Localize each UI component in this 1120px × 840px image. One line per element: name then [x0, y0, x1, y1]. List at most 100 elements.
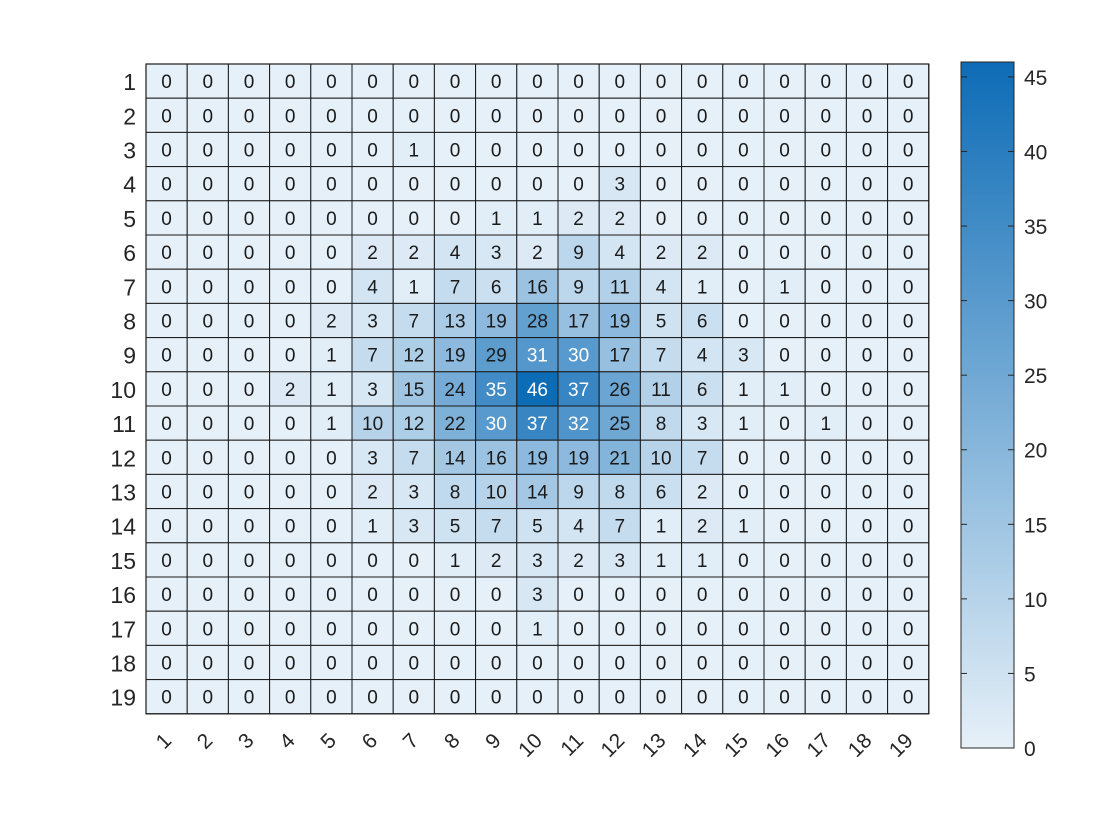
heatmap-cell-r2-c1	[145, 97, 188, 133]
cell-value-label-r12-c3: 0	[244, 448, 255, 469]
y-tick-label-11: 11	[112, 411, 136, 437]
cell-value-label-r4-c14: 0	[697, 175, 708, 196]
cell-value-label-r16-c18: 0	[862, 585, 873, 606]
cell-value-label-r14-c16: 0	[779, 517, 790, 538]
heatmap-cell-r14-c4	[269, 508, 312, 544]
cell-value-label-r16-c2: 0	[203, 585, 214, 606]
cell-value-label-r5-c14: 0	[697, 209, 708, 230]
heatmap-cell-r7-c12	[598, 268, 641, 304]
cell-value-label-r6-c2: 0	[203, 243, 214, 264]
cell-value-label-r11-c16: 0	[779, 414, 790, 435]
cell-value-label-r15-c4: 0	[285, 551, 296, 572]
cell-value-label-r3-c6: 0	[367, 141, 378, 162]
x-tick-label-13: 13	[638, 729, 671, 762]
heatmap-cell-r8-c15	[722, 302, 765, 339]
cell-value-label-r8-c4: 0	[285, 312, 296, 333]
heatmap-cell-r15-c19	[887, 542, 930, 578]
colorbar-ticks: 0 5 10 15 20 25 30 35 40 45	[961, 67, 1047, 761]
cell-value-label-r18-c13: 0	[656, 654, 667, 675]
heatmap-cell-r13-c7	[392, 473, 435, 510]
heatmap-cell-r10-c10	[516, 371, 559, 407]
heatmap-cell-r9-c5	[310, 337, 353, 373]
cell-value-label-r6-c6: 2	[367, 243, 378, 264]
heatmap-cell-r3-c17	[804, 131, 847, 168]
heatmap-cell-r8-c6	[351, 302, 394, 339]
cell-value-label-r16-c13: 0	[656, 585, 667, 606]
heatmap-cell-r19-c19	[887, 679, 930, 715]
cell-value-label-r2-c15: 0	[738, 106, 749, 127]
cell-value-label-r3-c15: 0	[738, 141, 749, 162]
heatmap-cell-r10-c5	[310, 371, 353, 407]
heatmap-cell-r17-c10	[516, 610, 559, 646]
cell-value-label-r11-c8: 22	[444, 414, 465, 435]
colorbar-tick-label-20: 20	[1024, 440, 1047, 463]
cell-value-label-r7-c19: 0	[903, 277, 914, 298]
heatmap-cell-r5-c13	[639, 200, 683, 236]
cell-value-label-r1-c3: 0	[244, 72, 255, 93]
cell-value-label-r4-c17: 0	[821, 175, 832, 196]
cell-value-label-r3-c18: 0	[862, 141, 873, 162]
heatmap-cell-r11-c6	[351, 405, 394, 441]
cell-value-label-r14-c17: 0	[821, 517, 832, 538]
heatmap-cell-r2-c10	[516, 97, 559, 133]
cell-value-label-r14-c8: 5	[450, 517, 461, 538]
cell-value-label-r12-c4: 0	[285, 448, 296, 469]
cell-value-label-r12-c9: 16	[486, 448, 507, 469]
heatmap-cell-r18-c11	[557, 644, 600, 681]
cell-value-label-r5-c3: 0	[244, 209, 255, 230]
cell-value-label-r10-c8: 24	[444, 380, 466, 401]
cell-value-label-r13-c10: 14	[527, 483, 549, 504]
heatmap-cell-r17-c19	[887, 610, 930, 646]
cell-value-label-r6-c15: 0	[738, 243, 749, 264]
cell-value-label-r9-c1: 0	[161, 346, 172, 367]
cell-value-label-r13-c12: 8	[615, 483, 626, 504]
cell-value-label-r4-c6: 0	[367, 175, 378, 196]
heatmap-cell-r3-c7	[392, 131, 435, 168]
cell-value-label-r13-c3: 0	[244, 483, 255, 504]
cell-value-label-r10-c4: 2	[285, 380, 296, 401]
cell-value-label-r18-c9: 0	[491, 654, 502, 675]
cell-value-label-r2-c17: 0	[821, 106, 832, 127]
cell-value-label-r11-c3: 0	[244, 414, 255, 435]
cell-value-label-r8-c3: 0	[244, 312, 255, 333]
cell-value-label-r19-c5: 0	[326, 688, 337, 709]
cell-value-label-r6-c8: 4	[450, 243, 461, 264]
heatmap-cell-r12-c8	[433, 439, 477, 475]
cell-value-label-r6-c11: 9	[573, 243, 584, 264]
cell-value-label-r10-c3: 0	[244, 380, 255, 401]
x-tick-label-2: 2	[193, 729, 218, 754]
cell-value-label-r4-c8: 0	[450, 175, 461, 196]
cell-value-label-r16-c12: 0	[615, 585, 626, 606]
heatmap-cell-r4-c11	[557, 166, 600, 202]
heatmap-cell-r12-c17	[804, 439, 847, 475]
cell-value-label-r15-c11: 2	[573, 551, 584, 572]
cell-value-label-r8-c12: 19	[609, 312, 630, 333]
heatmap-cell-r6-c12	[598, 234, 641, 270]
heatmap-cell-r12-c1	[145, 439, 188, 475]
heatmap-cell-r19-c10	[516, 679, 559, 715]
cell-value-label-r13-c17: 0	[821, 483, 832, 504]
heatmap-cell-r2-c4	[269, 97, 312, 133]
cell-value-label-r10-c1: 0	[161, 380, 172, 401]
heatmap-cell-r8-c18	[845, 302, 889, 339]
heatmap-cell-r17-c8	[433, 610, 477, 646]
cell-value-label-r7-c2: 0	[203, 277, 214, 298]
heatmap-cell-r7-c5	[310, 268, 353, 304]
heatmap-cell-r1-c19	[887, 63, 930, 99]
heatmap-cell-r18-c6	[351, 644, 394, 681]
cell-value-label-r8-c5: 2	[326, 312, 337, 333]
cell-value-label-r3-c17: 0	[821, 141, 832, 162]
cell-value-label-r4-c16: 0	[779, 175, 790, 196]
heatmap-cell-r12-c9	[475, 439, 518, 475]
cell-value-label-r16-c6: 0	[367, 585, 378, 606]
cell-value-label-r5-c7: 0	[409, 209, 420, 230]
cell-value-label-r12-c13: 10	[650, 448, 671, 469]
cell-value-label-r10-c10: 46	[527, 380, 548, 401]
cell-value-label-r16-c15: 0	[738, 585, 749, 606]
y-tick-label-9: 9	[123, 343, 136, 369]
cell-value-label-r2-c10: 0	[532, 106, 543, 127]
heatmap-cell-r16-c3	[227, 576, 271, 612]
cell-value-label-r13-c15: 0	[738, 483, 749, 504]
cell-value-label-r15-c2: 0	[203, 551, 214, 572]
